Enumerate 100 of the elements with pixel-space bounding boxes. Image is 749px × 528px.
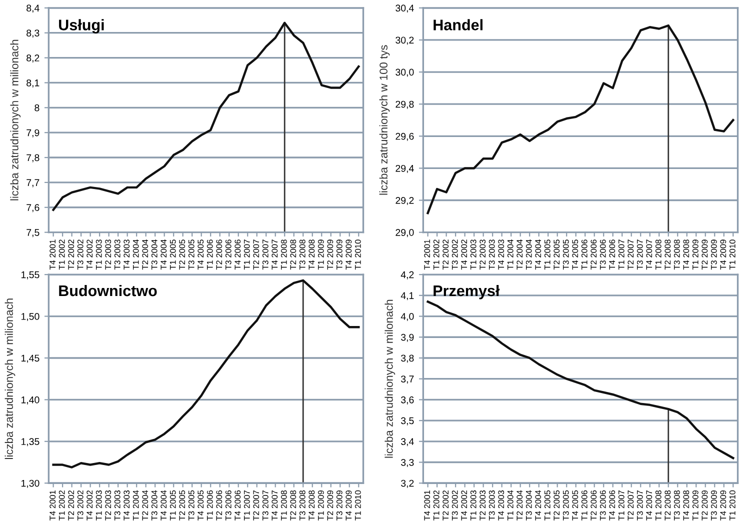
line-series — [426, 300, 734, 460]
y-tick-label: 7,6 — [26, 204, 40, 212]
x-tick-label: T2 2003 — [105, 240, 112, 270]
y-tick-label: 8,4 — [26, 4, 40, 13]
x-tick-label: T3 2009 — [710, 490, 717, 520]
x-tick-label: T1 2007 — [244, 490, 250, 520]
y-tick-label: 3,8 — [401, 354, 414, 363]
y-tick-label: 1,55 — [21, 271, 40, 280]
y-tick-label: 3,3 — [401, 459, 414, 468]
x-tick-label: T2 2007 — [628, 240, 634, 270]
x-tick-label: T4 2008 — [683, 490, 690, 520]
x-tick-label: T1 2005 — [170, 240, 176, 270]
x-tick-label: T2 2008 — [664, 240, 671, 270]
x-tick-label: T1 2009 — [692, 240, 698, 270]
x-tick-label: T2 2004 — [516, 240, 523, 270]
x-tick-label: T2 2009 — [327, 490, 334, 520]
y-axis-title: liczba zatrudnionych w milionach — [10, 40, 21, 200]
x-tick-label: T3 2003 — [488, 240, 495, 270]
x-tick-label: T2 2006 — [590, 240, 597, 270]
x-tick-label: T2 2007 — [628, 490, 634, 520]
x-tick-label: T2 2005 — [179, 240, 186, 270]
x-tick-label: T1 2006 — [206, 240, 213, 270]
x-tick-label: T1 2008 — [280, 240, 287, 270]
x-tick-label: T1 2005 — [170, 490, 176, 520]
x-tick-label: T1 2010 — [354, 490, 361, 520]
x-tick-label: T1 2006 — [581, 240, 588, 270]
x-tick-label: T3 2003 — [114, 490, 120, 520]
x-tick-label: T2 2006 — [216, 240, 222, 270]
x-tick-label: T1 2002 — [433, 240, 440, 270]
x-tick-label: T1 2008 — [280, 490, 287, 520]
x-tick-label: T2 2002 — [442, 240, 449, 270]
x-tick-label: T2 2008 — [290, 490, 296, 520]
y-tick-label: 7,8 — [26, 154, 40, 162]
y-tick-label: 8 — [34, 104, 40, 112]
x-tick-label: T2 2002 — [68, 240, 74, 270]
x-tick-label: T4 2009 — [346, 490, 352, 520]
x-tick-label: T4 2008 — [308, 240, 315, 270]
x-tick-label: T1 2003 — [470, 490, 476, 520]
x-tick-label: T3 2003 — [114, 240, 120, 270]
x-tick-label: T2 2009 — [702, 240, 708, 270]
x-tick-label: T3 2007 — [262, 240, 268, 270]
x-tick-label: T1 2002 — [433, 490, 440, 520]
x-tick-label: T3 2006 — [600, 240, 606, 270]
x-tick-label: T4 2006 — [234, 490, 241, 520]
x-tick-label: T4 2001 — [50, 240, 56, 270]
x-tick-label: T2 2008 — [664, 490, 671, 520]
x-tick-label: T2 2008 — [290, 240, 296, 270]
x-tick-label: T1 2004 — [132, 490, 139, 520]
x-tick-label: T4 2005 — [572, 240, 578, 270]
x-tick-label: T4 2007 — [646, 490, 652, 520]
x-tick-label: T4 2009 — [346, 240, 352, 270]
x-tick-label: T4 2004 — [160, 490, 167, 520]
y-tick-label: 29,8 — [396, 100, 414, 109]
x-tick-label: T1 2009 — [318, 240, 324, 270]
x-tick-label: T2 2003 — [105, 490, 112, 520]
x-tick-label: T2 2006 — [216, 490, 222, 520]
x-tick-label: T3 2004 — [526, 490, 532, 520]
y-tick-label: 1,40 — [21, 396, 40, 404]
y-tick-label: 8,2 — [26, 54, 40, 63]
text: Usługi — [59, 19, 104, 34]
x-tick-label: T4 2003 — [498, 240, 504, 270]
x-tick-label: T1 2008 — [655, 490, 662, 520]
x-tick-label: T4 2007 — [272, 490, 278, 520]
text: Handel — [434, 19, 482, 30]
x-tick-label: T3 2002 — [77, 490, 84, 520]
x-tick-label: T2 2004 — [516, 490, 523, 520]
x-tick-label: T4 2004 — [160, 240, 167, 270]
x-tick-label: T2 2009 — [327, 240, 334, 270]
x-tick-label: T3 2006 — [225, 240, 232, 270]
x-tick-label: T4 2001 — [424, 240, 430, 270]
x-tick-label: T2 2005 — [179, 490, 186, 520]
x-tick-label: T4 2002 — [86, 490, 93, 520]
x-tick-label: T3 2005 — [188, 240, 194, 270]
text: Budownictwo — [59, 284, 157, 296]
x-tick-label: T1 2007 — [618, 490, 624, 520]
x-tick-label: T3 2004 — [526, 240, 532, 270]
x-tick-label: T2 2002 — [442, 490, 449, 520]
x-tick-label: T1 2002 — [58, 490, 65, 520]
x-tick-label: T3 2005 — [562, 490, 569, 520]
x-tick-label: T3 2009 — [336, 490, 342, 520]
y-tick-label: 8,3 — [26, 30, 40, 38]
x-tick-label: T2 2005 — [554, 240, 560, 270]
x-tick-label: T3 2004 — [151, 240, 158, 270]
x-tick-label: T3 2002 — [452, 490, 458, 520]
x-tick-label: T4 2008 — [683, 240, 690, 270]
x-tick-label: T4 2007 — [272, 240, 278, 270]
x-tick-label: T4 2005 — [198, 240, 204, 270]
x-tick-label: T2 2004 — [142, 490, 148, 520]
x-tick-label: T3 2008 — [674, 240, 680, 270]
y-tick-label: 1,45 — [21, 354, 40, 363]
x-tick-label: T2 2003 — [480, 490, 486, 520]
x-tick-label: T1 2007 — [618, 240, 624, 270]
x-tick-label: T4 2004 — [535, 240, 542, 270]
y-tick-label: 29,2 — [396, 196, 414, 206]
y-tick-label: 30,0 — [396, 68, 414, 77]
y-tick-label: 3,2 — [401, 480, 414, 488]
x-tick-label: T1 2009 — [318, 490, 324, 520]
x-tick-label: T1 2007 — [244, 240, 250, 270]
y-tick-label: 7,7 — [26, 179, 40, 188]
x-tick-label: T4 2005 — [198, 490, 204, 520]
